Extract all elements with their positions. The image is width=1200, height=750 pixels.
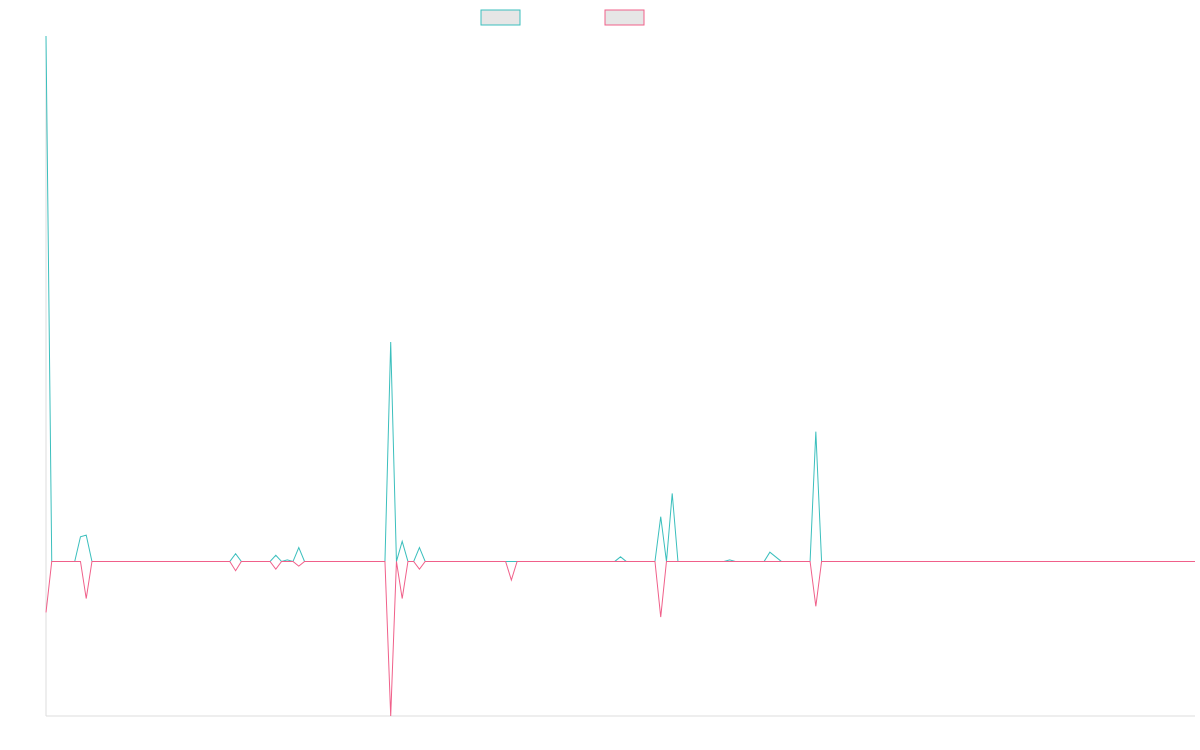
legend-swatch-series-2[interactable] xyxy=(604,9,645,26)
series-layer xyxy=(45,35,1195,717)
legend-swatch-series-1[interactable] xyxy=(480,9,521,26)
legend xyxy=(480,9,645,26)
series-1-line xyxy=(45,35,1195,563)
series-2-line xyxy=(45,560,1195,717)
plot-area xyxy=(45,35,1195,717)
